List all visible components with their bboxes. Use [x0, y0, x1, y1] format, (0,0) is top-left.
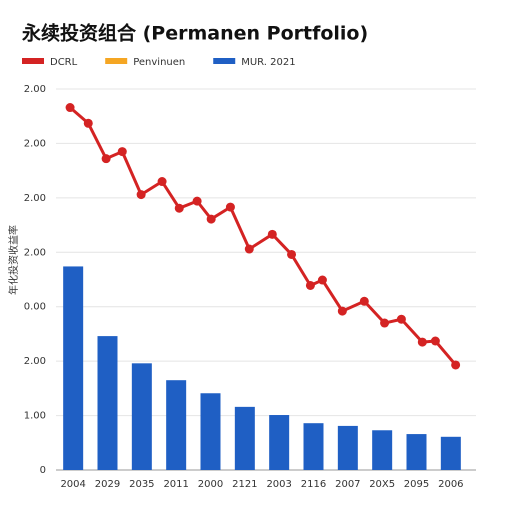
line-point [380, 318, 390, 328]
x-tick-label: 2007 [335, 479, 360, 490]
bar [337, 425, 358, 470]
x-tick-label: 2095 [404, 479, 429, 490]
bar [234, 406, 255, 470]
bar [200, 393, 221, 470]
x-tick-label: 2006 [438, 479, 463, 490]
y-tick-label: 2.00 [24, 193, 46, 204]
bar [406, 434, 427, 470]
bar [131, 363, 152, 470]
line [69, 106, 457, 366]
legend-label: MUR. 2021 [241, 57, 295, 68]
x-tick-label: 2121 [232, 479, 257, 490]
line-point [267, 229, 277, 239]
line-point [337, 306, 347, 316]
x-tick-label: 2035 [129, 479, 154, 490]
bar [269, 415, 290, 470]
line-point [157, 177, 167, 187]
line-point [359, 296, 369, 306]
bar [97, 336, 118, 470]
line-point [206, 214, 216, 224]
line-point [225, 202, 235, 212]
line-point [65, 103, 75, 113]
chart-title: 永续投资组合 (Permanen Portfolio) [21, 22, 368, 45]
line-point [244, 244, 254, 254]
legend-swatch [105, 58, 128, 64]
legend-swatch [22, 58, 44, 64]
y-tick-label: 2.00 [24, 356, 46, 367]
legend-label: DCRL [50, 57, 78, 68]
x-tick-label: 2000 [198, 479, 223, 490]
x-tick-label: 2011 [163, 479, 188, 490]
y-axis-label: 年化投资收益率 [7, 225, 20, 295]
line-point [430, 336, 440, 346]
y-tick-label: 2.00 [24, 247, 46, 258]
y-tick-label: 2.00 [24, 84, 46, 95]
legend-swatch [213, 58, 236, 64]
x-tick-label: 2029 [95, 479, 120, 490]
y-tick-label: 0.00 [24, 302, 46, 313]
bar [303, 423, 324, 470]
y-tick-label: 2.00 [24, 138, 46, 149]
line-point [305, 280, 315, 290]
x-tick-label: 2116 [301, 479, 326, 490]
y-tick-label: 1.00 [24, 411, 46, 422]
x-tick-label: 2003 [266, 479, 291, 490]
line-point [136, 190, 146, 200]
line-point [83, 118, 93, 128]
line-point [174, 203, 184, 213]
line-point [451, 360, 461, 370]
bar [63, 266, 84, 470]
line-point [117, 147, 127, 157]
x-tick-label: 2004 [60, 479, 85, 490]
bar [440, 436, 461, 470]
bar [166, 380, 187, 470]
line-point [317, 275, 327, 285]
line-point [287, 249, 297, 259]
line-point [101, 154, 111, 164]
bar [372, 430, 393, 470]
line-point [417, 337, 427, 347]
line-point [192, 196, 202, 206]
x-tick-label: 20X5 [369, 479, 395, 490]
legend-label: Penvinuen [133, 57, 185, 68]
line-point [396, 314, 406, 324]
y-tick-label: 0 [40, 465, 46, 476]
